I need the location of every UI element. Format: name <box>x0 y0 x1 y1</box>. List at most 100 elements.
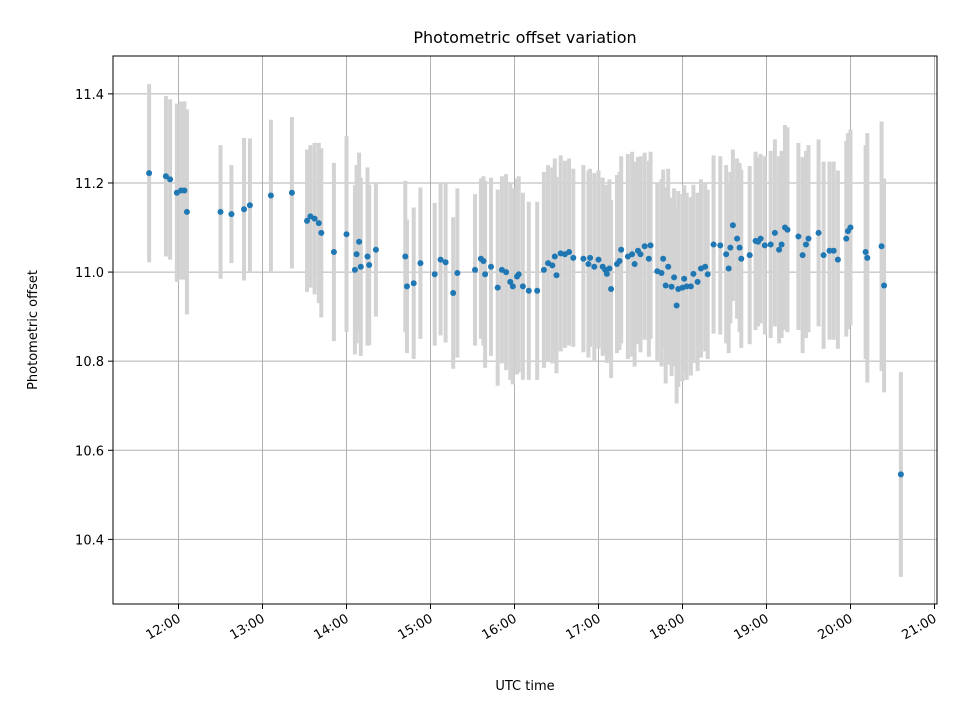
plot-frame <box>112 55 938 605</box>
data-point <box>847 224 854 231</box>
data-point <box>403 283 410 290</box>
data-point <box>181 187 188 194</box>
data-point <box>288 189 295 196</box>
data-point <box>606 265 613 272</box>
data-point <box>330 249 337 256</box>
y-tick-label: 11.0 <box>75 266 104 281</box>
y-tick-label: 11.4 <box>75 88 104 103</box>
data-point <box>784 226 791 233</box>
data-point <box>830 247 837 254</box>
data-point <box>591 263 598 270</box>
data-point <box>690 270 697 277</box>
data-point <box>540 266 547 273</box>
data-point <box>566 249 573 256</box>
data-point <box>778 241 785 248</box>
data-point <box>834 256 841 263</box>
data-point <box>660 255 667 262</box>
data-point <box>509 283 516 290</box>
data-point <box>805 235 812 242</box>
x-axis-label: UTC time <box>495 679 554 694</box>
data-point <box>551 253 558 260</box>
data-point <box>450 290 457 297</box>
data-point <box>671 274 678 281</box>
data-point <box>727 244 734 251</box>
data-point <box>437 256 444 263</box>
data-point <box>525 287 532 294</box>
data-point <box>687 283 694 290</box>
data-point <box>318 229 325 236</box>
data-point <box>717 242 724 249</box>
data-point <box>472 266 479 273</box>
data-point <box>637 251 644 258</box>
data-point <box>603 270 610 277</box>
data-point <box>167 176 174 183</box>
data-point <box>515 271 522 278</box>
data-points <box>146 170 904 478</box>
chart-title: Photometric offset variation <box>413 28 636 47</box>
data-point <box>702 263 709 270</box>
data-point <box>710 241 717 248</box>
data-point <box>549 262 556 269</box>
data-point <box>570 254 577 261</box>
data-point <box>673 302 680 309</box>
data-point <box>183 208 190 215</box>
data-point <box>862 249 869 256</box>
data-point <box>608 286 615 293</box>
data-point <box>864 254 871 261</box>
data-point <box>442 259 449 266</box>
data-point <box>668 283 675 290</box>
data-point <box>494 284 501 291</box>
data-point <box>799 252 806 259</box>
data-point <box>480 257 487 264</box>
data-point <box>631 261 638 268</box>
data-point <box>580 255 587 262</box>
data-point <box>267 192 274 199</box>
data-point <box>364 253 371 260</box>
data-point <box>587 254 594 261</box>
data-point <box>645 255 652 262</box>
data-point <box>683 283 690 290</box>
data-point <box>658 269 665 276</box>
data-point <box>534 287 541 294</box>
data-point <box>757 235 764 242</box>
data-point <box>665 263 672 270</box>
data-point <box>802 241 809 248</box>
data-point <box>410 280 417 287</box>
data-point <box>217 208 224 215</box>
data-point <box>767 241 774 248</box>
y-tick-label: 10.4 <box>75 533 104 548</box>
data-point <box>417 260 424 267</box>
data-point <box>431 271 438 278</box>
data-point <box>343 231 350 238</box>
data-point <box>761 242 768 249</box>
data-point <box>704 271 711 278</box>
data-point <box>356 238 363 245</box>
data-point <box>616 257 623 264</box>
data-point <box>351 266 358 273</box>
data-point <box>647 242 654 249</box>
data-point <box>241 206 248 213</box>
data-point <box>795 233 802 240</box>
data-point <box>146 170 153 177</box>
data-point <box>618 246 625 253</box>
data-point <box>771 229 778 236</box>
data-point <box>897 471 904 478</box>
data-point <box>826 247 833 254</box>
data-point <box>820 252 827 259</box>
data-point <box>228 211 235 218</box>
data-point <box>162 173 169 180</box>
data-point <box>553 272 560 279</box>
data-point <box>357 263 364 270</box>
y-tick-label: 10.6 <box>75 444 104 459</box>
data-point <box>353 251 360 258</box>
data-point <box>843 235 850 242</box>
data-point <box>694 278 701 285</box>
data-point <box>723 251 730 258</box>
data-point <box>734 235 741 242</box>
y-axis-label: Photometric offset <box>26 270 41 390</box>
y-tick-label: 11.2 <box>75 177 104 192</box>
data-point <box>304 217 311 224</box>
data-point <box>311 215 318 222</box>
data-point <box>372 246 379 253</box>
